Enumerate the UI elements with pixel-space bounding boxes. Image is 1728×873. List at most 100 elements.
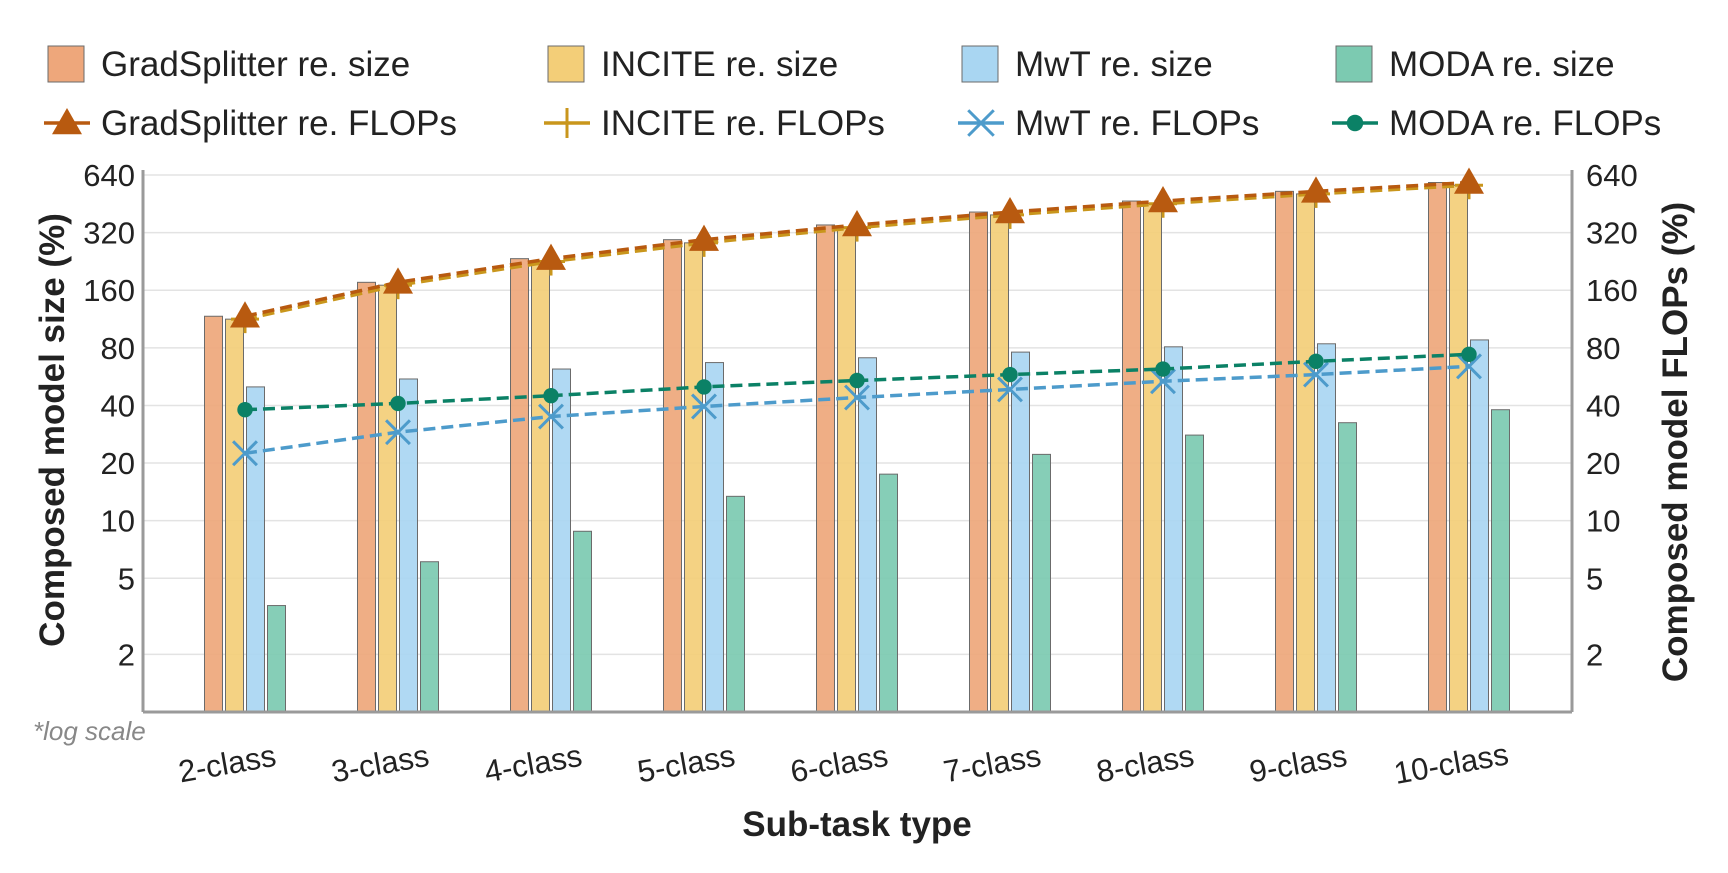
bar xyxy=(663,239,682,713)
bar xyxy=(1428,182,1447,713)
dot-marker xyxy=(1346,114,1364,132)
x-marker xyxy=(232,440,258,467)
legend-swatch xyxy=(47,45,85,83)
legend: GradSplitter re. size INCITE re. size MwT … xyxy=(44,45,1661,143)
y2-axis-title: Composed model FLOPs (%) xyxy=(1656,202,1695,682)
bar xyxy=(510,258,529,713)
x-stroke-2 xyxy=(1150,368,1176,395)
bar xyxy=(1275,190,1294,713)
bar xyxy=(246,386,265,713)
x-stroke-2 xyxy=(1303,361,1329,388)
x-tick-label: 6-class xyxy=(788,738,891,790)
y2-tick-label: 40 xyxy=(1586,388,1620,423)
y-tick-label: 10 xyxy=(101,504,135,539)
y-tick-label: 640 xyxy=(83,158,135,193)
bars xyxy=(204,182,1510,713)
x-marker xyxy=(1150,368,1176,395)
x-stroke-2 xyxy=(385,419,411,446)
triangle-marker xyxy=(1301,176,1331,203)
bar xyxy=(1296,193,1315,713)
y-tick-label: 320 xyxy=(83,216,135,251)
plus-marker xyxy=(552,108,582,138)
x-marker xyxy=(1456,353,1482,380)
x-stroke-2 xyxy=(1456,353,1482,380)
y2-tick-label: 80 xyxy=(1586,331,1620,366)
bar xyxy=(879,473,898,713)
bar xyxy=(1032,453,1051,713)
triangle-marker xyxy=(995,197,1025,224)
x-marker xyxy=(1303,361,1329,388)
legend-label: GradSplitter re. FLOPs xyxy=(101,104,457,143)
triangle-marker xyxy=(1454,167,1484,194)
y-tick-label: 40 xyxy=(101,388,135,423)
bar xyxy=(990,214,1009,713)
y2-tick-label: 160 xyxy=(1586,273,1638,308)
y-tick-label: 80 xyxy=(101,331,135,366)
y2-tick-label: 10 xyxy=(1586,504,1620,539)
dot-marker xyxy=(1002,366,1018,383)
triangle-marker xyxy=(230,301,260,328)
bar xyxy=(573,530,592,713)
bar xyxy=(969,211,988,713)
x-tick-label: 4-class xyxy=(482,738,585,790)
bar xyxy=(204,315,223,713)
bar xyxy=(816,224,835,713)
y2-tick-label: 320 xyxy=(1586,216,1638,251)
x-marker xyxy=(691,393,717,420)
dot-marker xyxy=(696,379,712,395)
legend-label: MODA re. FLOPs xyxy=(1389,104,1661,143)
bar xyxy=(531,261,550,713)
x-stroke-2 xyxy=(844,384,870,411)
x-tick-label: 10-class xyxy=(1391,736,1511,791)
bar xyxy=(1185,434,1204,713)
x-stroke-2 xyxy=(232,440,258,467)
x-stroke-2 xyxy=(691,393,717,420)
triangle-marker xyxy=(383,267,413,294)
triangle-marker xyxy=(536,243,566,270)
dot-marker xyxy=(1155,361,1171,377)
bar xyxy=(1143,203,1162,713)
triangle-marker xyxy=(52,108,82,135)
x-stroke-2 xyxy=(538,403,564,430)
x-marker xyxy=(997,376,1023,403)
y2-tick-label: 640 xyxy=(1586,158,1638,193)
bar xyxy=(858,357,877,713)
x-marker xyxy=(385,419,411,446)
x-marker xyxy=(844,384,870,411)
bar xyxy=(1491,409,1510,713)
y-tick-label: 20 xyxy=(101,446,135,481)
y-tick-label: 160 xyxy=(83,273,135,308)
dot-marker xyxy=(849,372,865,389)
bar xyxy=(357,281,376,713)
x-tick-label: 2-class xyxy=(176,738,279,790)
dot-marker xyxy=(543,387,559,404)
x-tick-label: 7-class xyxy=(941,738,1044,790)
legend-label: MODA re. size xyxy=(1389,45,1615,84)
bar xyxy=(225,318,244,713)
bar xyxy=(726,495,745,713)
bar xyxy=(837,227,856,713)
y2-tick-label: 20 xyxy=(1586,446,1620,481)
x-stroke-2 xyxy=(997,376,1023,403)
x-tick-label: 9-class xyxy=(1247,738,1350,790)
legend-swatch xyxy=(1335,45,1373,83)
log-scale-note: *log scale xyxy=(33,716,146,746)
y-axis-title: Composed model size (%) xyxy=(33,213,72,647)
legend-label: MwT re. FLOPs xyxy=(1015,104,1259,143)
legend-swatch xyxy=(961,45,999,83)
legend-label: GradSplitter re. size xyxy=(101,45,410,84)
x-stroke-2 xyxy=(967,109,995,137)
x-tick-label: 5-class xyxy=(635,738,738,790)
triangle-marker xyxy=(689,224,719,251)
dot-marker xyxy=(1308,353,1324,370)
x-marker xyxy=(967,109,995,137)
bar xyxy=(1317,343,1336,713)
bar xyxy=(1338,422,1357,713)
y2-tick-label: 5 xyxy=(1586,561,1603,596)
bar xyxy=(267,605,286,713)
legend-label: MwT re. size xyxy=(1015,45,1213,84)
bar xyxy=(1011,351,1030,713)
dot-marker xyxy=(1461,346,1477,363)
bar xyxy=(420,561,439,713)
